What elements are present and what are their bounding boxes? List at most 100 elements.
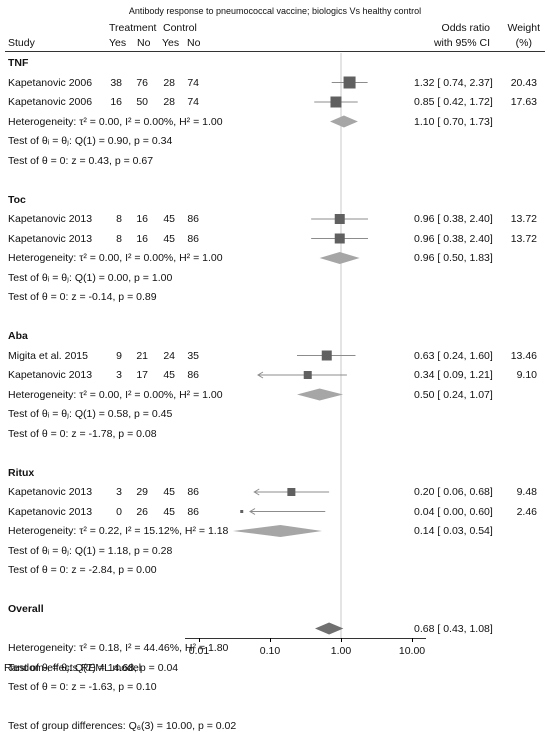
group-label: Aba [8,330,28,342]
or-ci-text: 0.50 [ 0.24, 1.07] [414,388,493,401]
control-no: 86 [187,486,199,498]
control-no: 86 [187,232,199,245]
or-ci-text: 0.04 [ 0.00, 0.60] [414,505,493,518]
group-label: Overall [8,603,44,615]
control-yes: 45 [163,369,175,381]
ci-arrow [257,371,264,379]
forest-plot-graphics [232,53,368,638]
treatment-no: 17 [136,369,148,381]
weight-text: 13.72 [510,232,537,245]
x-tick-label: 10.00 [398,645,426,657]
treatment-yes: 9 [116,349,122,362]
stat-text: Test of θᵢ = θⱼ: Q(1) = 0.00, p = 1.00 [8,271,173,284]
weight-text: 9.48 [516,486,537,498]
treatment-no: 29 [136,486,148,498]
study-name: Kapetanovic 2006 [8,76,93,89]
study-name: Kapetanovic 2013 [8,369,93,381]
control-no: 74 [187,96,199,108]
or-ci-text: 0.96 [ 0.38, 2.40] [414,232,493,245]
header-treatment-yes: Yes [109,37,127,49]
stat-text: Test of θᵢ = θⱼ: Q(1) = 0.90, p = 0.34 [8,135,173,147]
header-treatment-no: No [137,37,151,49]
x-tick-label: 0.01 [188,645,210,657]
control-no: 86 [187,213,199,225]
group-label: Toc [8,193,26,206]
or-ci-text: 0.20 [ 0.06, 0.68] [414,486,493,498]
or-ci-text: 0.14 [ 0.03, 0.54] [414,525,493,537]
study-box [321,350,332,361]
x-tick [270,638,271,642]
study-box [334,233,345,244]
weight-text: 9.10 [516,369,537,381]
weight-text: 20.43 [510,76,537,89]
overall-diamond [314,622,344,635]
or-ci-text: 0.96 [ 0.38, 2.40] [414,213,493,225]
or-ci-text: 0.63 [ 0.24, 1.60] [414,349,493,362]
control-no: 86 [187,369,199,381]
or-ci-text: 1.10 [ 0.70, 1.73] [414,115,493,128]
control-no: 74 [187,76,199,89]
treatment-yes: 3 [116,486,122,498]
study-name: Kapetanovic 2013 [8,213,93,225]
header-treatment: Treatment [109,22,157,34]
header-study: Study [8,37,35,49]
x-axis [185,638,426,639]
footnote: Random-effects REML model [4,662,142,674]
header-control-yes: Yes [162,37,180,49]
study-box [287,488,296,496]
weight-text: 2.46 [516,505,537,518]
treatment-yes: 8 [116,213,122,225]
or-ci-text: 1.32 [ 0.74, 2.37] [414,76,493,89]
treatment-no: 26 [136,505,148,518]
heterogeneity-text: Heterogeneity: τ² = 0.00, I² = 0.00%, H²… [8,252,223,264]
weight-text: 17.63 [510,96,537,108]
study-name: Kapetanovic 2013 [8,486,93,498]
x-tick-label: 0.10 [259,645,281,657]
header-or-line2: with 95% CI [433,37,490,49]
header-rule [5,51,545,52]
treatment-yes: 16 [110,96,122,108]
study-box [330,96,342,108]
chart-title: Antibody response to pneumococcal vaccin… [128,6,422,16]
study-name: Migita et al. 2015 [8,349,88,362]
control-no: 35 [187,349,199,362]
treatment-no: 76 [136,76,148,89]
study-box [303,371,312,379]
subgroup-diamond [296,388,344,401]
x-tick-label: 1.00 [330,645,352,657]
or-ci-text: 0.34 [ 0.09, 1.21] [414,369,493,381]
header-control: Control [163,22,197,34]
or-ci-text: 0.96 [ 0.50, 1.83] [414,252,493,264]
group-label: TNF [8,57,29,69]
heterogeneity-text: Heterogeneity: τ² = 0.00, I² = 0.00%, H²… [8,115,223,128]
control-yes: 45 [163,486,175,498]
group-label: Ritux [8,466,35,479]
header-control-no: No [187,37,201,49]
subgroup-diamond [319,252,360,264]
heterogeneity-text: Heterogeneity: τ² = 0.22, I² = 15.12%, H… [8,525,229,537]
or-ci-text: 0.68 [ 0.43, 1.08] [414,622,493,635]
stat-text: Test of θᵢ = θⱼ: Q(7) = 14.68, p = 0.04 [8,661,179,674]
header-weight-line2: (%) [515,37,532,49]
x-tick [341,638,342,642]
stat-text: Test of θᵢ = θⱼ: Q(1) = 0.58, p = 0.45 [8,408,173,420]
stat-text: Test of group differences: Q₆(3) = 10.00… [8,720,237,732]
ci-arrow [249,508,256,515]
stat-text: Test of θ = 0: z = -1.78, p = 0.08 [8,427,157,440]
stat-text: Test of θ = 0: z = -0.14, p = 0.89 [8,291,157,303]
x-tick [412,638,413,642]
weight-text: 13.72 [510,213,537,225]
control-yes: 24 [163,349,175,362]
ci-arrow [253,488,260,496]
heterogeneity-text: Heterogeneity: τ² = 0.00, I² = 0.00%, H²… [8,388,223,401]
weight-text: 13.46 [510,349,537,362]
or-ci-text: 0.85 [ 0.42, 1.72] [414,96,493,108]
header-or-line1: Odds ratio [441,22,490,34]
treatment-no: 16 [136,213,148,225]
study-name: Kapetanovic 2006 [8,96,93,108]
control-yes: 45 [163,232,175,245]
subgroup-diamond [232,525,322,537]
study-name: Kapetanovic 2013 [8,505,93,518]
control-no: 86 [187,505,199,518]
control-yes: 28 [163,96,175,108]
